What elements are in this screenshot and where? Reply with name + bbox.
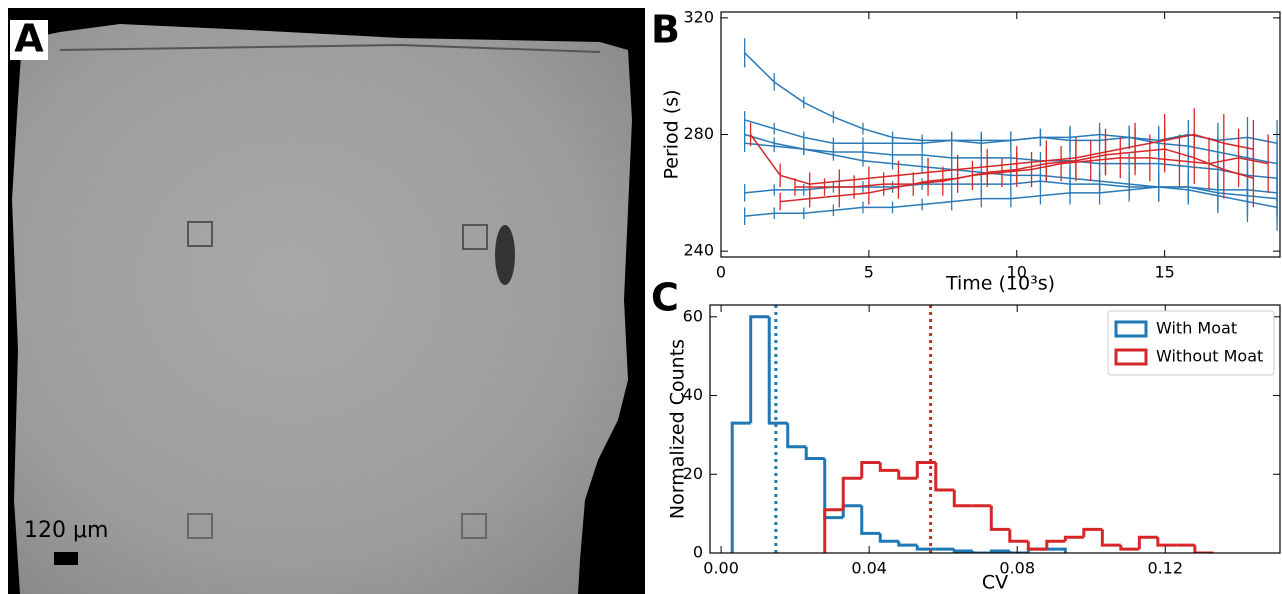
histogram-bin (788, 423, 807, 447)
legend-label: Without Moat (1156, 347, 1263, 366)
x-tick-label: 0.12 (1147, 559, 1183, 578)
x-tick-label: 5 (864, 263, 874, 282)
scale-bar-label: 120 μm (24, 518, 108, 543)
y-axis-label: Normalized Counts (667, 339, 689, 519)
histogram-bin (917, 545, 936, 549)
histogram-bin (1010, 529, 1029, 541)
histogram-bin (954, 549, 973, 551)
histogram-bin (843, 506, 862, 518)
x-tick-label: 0 (716, 263, 726, 282)
panel-label: B (651, 8, 680, 52)
figure: 120 μm A 051015240280320Time (10³s)Perio… (0, 0, 1282, 594)
y-axis-label: Period (s) (661, 89, 683, 179)
y-tick-label: 280 (683, 124, 714, 143)
y-tick-label: 240 (683, 241, 714, 260)
histogram-bin (899, 541, 918, 545)
histogram-bin (1084, 529, 1103, 537)
x-tick-label: 15 (1154, 263, 1174, 282)
image-defect (495, 225, 515, 285)
histogram-bin (1139, 537, 1158, 549)
histogram-bin (991, 506, 1010, 530)
histogram-bin (862, 462, 881, 478)
histogram-bin (862, 506, 881, 534)
panel-label: A (14, 17, 44, 61)
page: {"panel_a": {"label": "A", "scale_bar": … (0, 0, 1282, 594)
histogram-bin (917, 462, 936, 478)
x-axis-label: CV (982, 572, 1008, 594)
histogram-bin (899, 470, 918, 478)
histogram-bin (936, 462, 955, 490)
x-axis-label: Time (10³s) (945, 273, 1055, 295)
histogram-bin (880, 533, 899, 541)
panel-a: 120 μm A (8, 8, 645, 594)
histogram-bin (1028, 541, 1047, 549)
x-tick-label: 0.04 (851, 559, 887, 578)
y-tick-label: 320 (683, 7, 714, 26)
histogram-bin (1065, 537, 1084, 541)
histogram-bin (806, 447, 825, 459)
y-tick-label: 0 (693, 543, 703, 562)
histogram-bin (769, 317, 788, 423)
panel-label: C (651, 276, 679, 320)
histogram-bin (751, 317, 770, 423)
histogram-bin (954, 490, 973, 506)
y-tick-label: 60 (683, 306, 703, 325)
x-tick-label: 0.00 (703, 559, 739, 578)
histogram-bin (880, 462, 899, 470)
histogram-bin (1158, 537, 1177, 545)
histogram-bin (732, 423, 751, 553)
legend-label: With Moat (1156, 319, 1237, 338)
histogram-bin (1121, 545, 1140, 549)
scale-bar (54, 552, 78, 565)
plot-area (745, 38, 1277, 231)
histogram-bin (1102, 529, 1121, 545)
sample-image (12, 24, 632, 594)
histogram-bin (1195, 545, 1214, 553)
